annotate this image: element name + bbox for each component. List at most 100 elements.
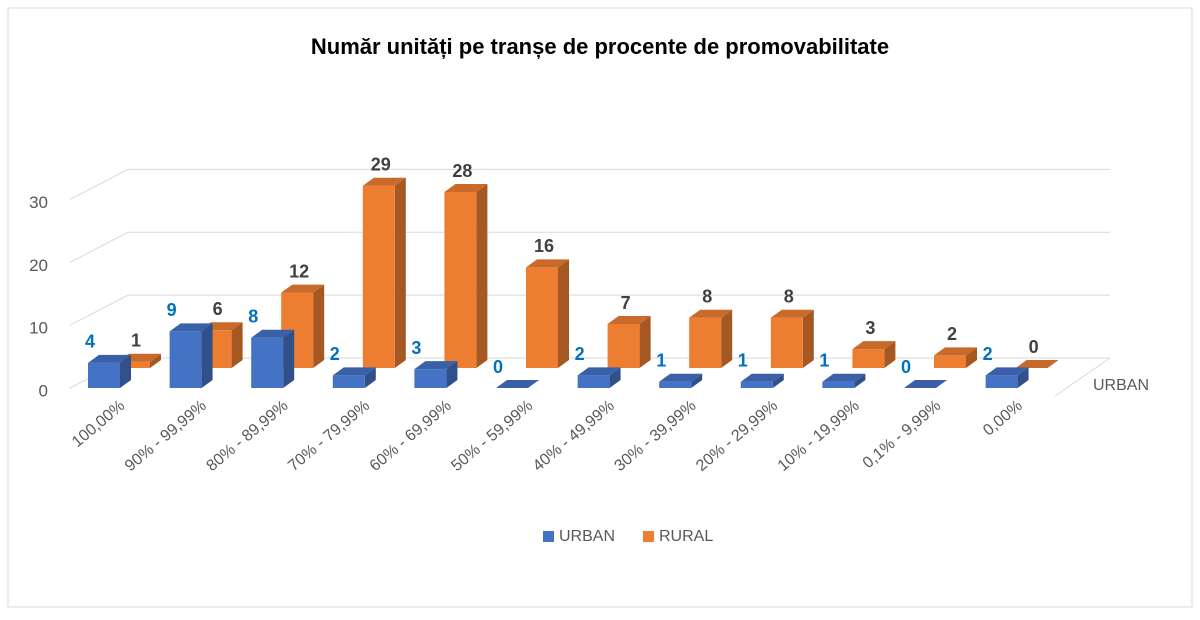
data-label: 28 [452,161,472,181]
floor-edge [1054,357,1111,397]
bar-front [577,375,610,388]
bar-side [884,341,896,368]
bar-top [1015,360,1059,368]
bar [414,361,458,388]
data-label: 2 [947,324,957,344]
bar [770,309,814,368]
bar-top [607,316,651,324]
bar-side [609,367,621,388]
bar-front [689,317,722,368]
bar-side [1017,367,1029,388]
data-label: 1 [819,350,829,370]
bar-top [332,367,376,376]
bar-front [852,349,885,368]
data-label: 8 [248,306,258,326]
chart-border [7,7,1193,608]
bar-front [934,355,966,368]
bar-top [740,373,784,382]
data-label: 7 [621,293,631,313]
bar [985,367,1029,388]
bar-side [476,184,488,368]
bar [496,380,539,388]
data-label: 2 [575,344,585,364]
bar-side [201,323,213,388]
data-label: 1 [131,330,141,350]
bar-side [150,353,161,368]
bar-front [444,192,477,368]
bar [362,177,406,368]
data-label: 0 [493,357,503,377]
bar-top [770,309,814,318]
data-label: 0 [1029,337,1039,357]
bar-top [281,284,325,293]
y-tick-label: 20 [29,256,48,275]
bar-side [772,373,784,388]
depth-axis-label: URBAN [1093,377,1149,394]
data-label: 2 [330,344,340,364]
data-label: 4 [85,332,95,352]
data-label: 0 [901,357,911,377]
bar-top [362,177,406,186]
bar-front [332,375,365,388]
data-label: 29 [371,154,391,174]
legend-label: URBAN [559,528,615,545]
grid-line [69,168,1110,200]
legend-swatch [543,531,554,542]
y-tick-label: 0 [39,381,48,400]
grid-line [69,231,1110,263]
bar-top [577,367,621,376]
bar-side [691,373,703,388]
bar [526,259,569,368]
bar-front [659,381,692,388]
bar-front [362,185,395,368]
bar [740,373,784,388]
bar-front [118,361,150,368]
bar-side [966,347,977,368]
y-tick-label: 30 [29,193,48,212]
bar-side [854,373,866,388]
bar-front [169,331,202,388]
bar-top [169,323,213,332]
bar-side [721,309,733,368]
data-label: 6 [213,299,223,319]
bar-top [904,380,947,388]
data-label: 16 [534,236,554,256]
bar-top [444,184,488,192]
bar-top [414,361,458,370]
bar [444,184,488,368]
bar-side [446,361,458,388]
bar [1015,360,1059,368]
y-tick-label: 10 [29,319,48,338]
bar-top [251,329,295,338]
bar-top [985,367,1029,376]
bar-front [526,267,558,368]
chart-title: Număr unități pe tranșe de procente de p… [311,34,889,59]
bar-front [822,381,855,388]
bar-top [689,309,733,318]
bar-top [934,347,977,356]
bar-side [394,177,406,368]
bar-front [414,369,447,388]
bar-top [496,380,539,388]
bar-side [639,316,651,368]
bar-top [822,373,866,382]
bar-front [740,381,773,388]
bar [689,309,733,368]
legend-swatch [643,531,654,542]
grid-line [69,294,1110,326]
bar [822,373,866,388]
data-label: 8 [702,286,712,306]
bar [904,380,947,388]
bar-side [231,322,243,368]
bar-front [88,362,120,388]
data-label: 3 [865,318,875,338]
data-label: 2 [983,344,993,364]
legend-label: RURAL [659,528,713,545]
bar-front [985,375,1018,388]
bar-top [88,354,131,363]
data-label: 3 [411,338,421,358]
bar-top [526,259,569,268]
data-label: 8 [784,286,794,306]
bar [577,367,621,388]
